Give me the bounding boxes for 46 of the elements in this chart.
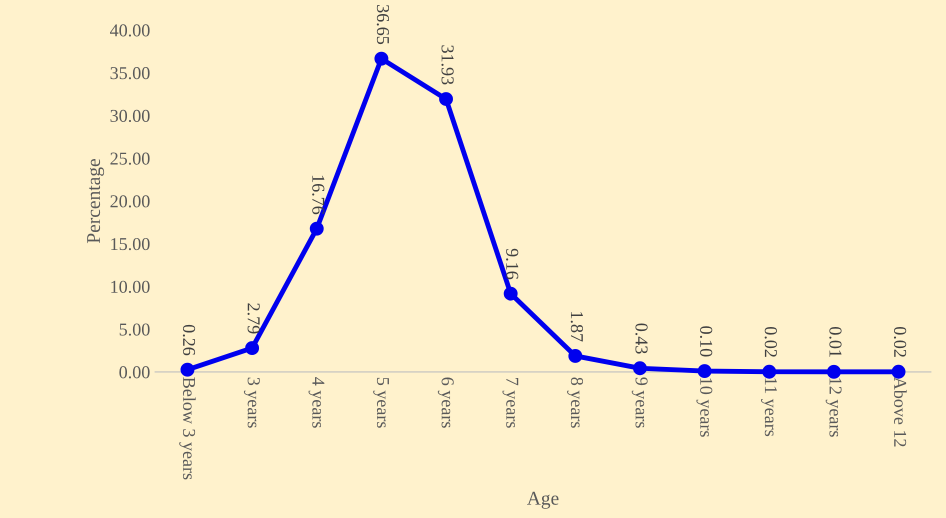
data-label: 1.87	[570, 312, 583, 342]
data-label: 9.16	[506, 248, 518, 280]
data-label: 0.02	[764, 326, 777, 357]
y-tick-label: 15.00	[111, 238, 150, 250]
x-tick-label: Above 12	[894, 376, 907, 446]
point	[826, 364, 841, 379]
x-tick-label: 7 years	[502, 378, 518, 428]
y-tick-label: 10.00	[111, 280, 150, 293]
x-tick-label: 10 years	[696, 378, 712, 437]
data-label: 0.43	[635, 323, 648, 354]
x-tick-label: 9 years	[632, 377, 648, 428]
point	[568, 348, 582, 363]
x-axis-title: Age	[526, 492, 559, 509]
y-tick-label: 35.00	[110, 67, 150, 80]
data-label: 2.79	[248, 303, 260, 334]
data-label: 16.76	[312, 176, 324, 214]
point	[180, 362, 194, 377]
y-tick-label: 20.00	[110, 195, 150, 208]
point	[245, 341, 260, 356]
point	[374, 52, 388, 66]
x-tick-label: Below 3 years	[179, 377, 196, 480]
point	[633, 361, 647, 376]
data-label: 0.10	[700, 326, 712, 356]
y-axis-title: Percentage	[87, 159, 104, 244]
x-tick-label: 6 years	[438, 378, 454, 428]
point	[439, 92, 453, 106]
data-label: 0.01	[829, 327, 842, 357]
point	[762, 364, 776, 379]
data-label: 0.02	[894, 326, 906, 357]
point	[504, 286, 518, 301]
y-tick-label: 40.00	[110, 24, 150, 37]
data-label: 31.93	[441, 45, 454, 84]
data-label: 36.65	[376, 5, 390, 44]
y-tick-label: 25.00	[110, 152, 150, 165]
point	[310, 222, 324, 236]
x-tick-label: 12 years	[826, 378, 842, 437]
y-tick-label: 5.00	[120, 323, 150, 336]
x-tick-label: 3 years	[244, 378, 260, 428]
data-label: 0.26	[182, 324, 196, 356]
x-tick-label: 4 years	[308, 377, 324, 428]
y-tick-label: 0.00	[119, 366, 150, 378]
x-tick-label: 11 years	[761, 378, 777, 436]
x-tick-label: 5 years	[373, 378, 389, 428]
y-tick-label: 30.00	[110, 110, 150, 122]
x-tick-label: 8 years	[567, 377, 584, 428]
point	[698, 364, 712, 378]
